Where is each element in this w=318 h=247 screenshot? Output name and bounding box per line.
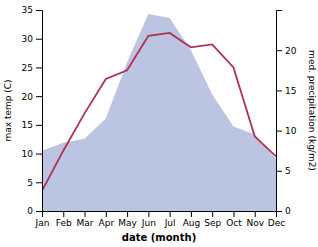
tick-label: Oct <box>226 218 242 228</box>
tick-label: 20 <box>22 92 34 102</box>
tick-label: 20 <box>285 46 297 56</box>
tick: May <box>118 211 137 228</box>
tick-mark <box>63 211 64 217</box>
tick-label: 0 <box>27 206 33 216</box>
tick: 20 <box>22 92 42 102</box>
tick: 15 <box>22 120 42 130</box>
tick-mark <box>276 50 282 51</box>
tick-mark <box>276 171 282 172</box>
tick-mark <box>36 211 42 212</box>
tick-label: 15 <box>285 86 296 96</box>
axis-line <box>277 11 283 212</box>
tick-mark <box>106 211 107 217</box>
tick: Dec <box>268 211 285 228</box>
tick-mark <box>212 211 213 217</box>
tick: 25 <box>22 63 42 73</box>
tick-mark <box>36 67 42 68</box>
tick-label: Jul <box>164 218 176 228</box>
tick: Oct <box>226 211 242 228</box>
tick-mark <box>276 131 282 132</box>
tick-label: 5 <box>27 178 33 188</box>
tick: 30 <box>22 34 42 44</box>
y-axis: 0 5 10 15 20 25 30 35 <box>22 5 43 216</box>
y2-label: med. precipitation (kg/m2) <box>307 50 317 171</box>
tick-mark <box>233 211 234 217</box>
chart: JanFebMarAprMayJunJulAugSepOctNovDec0510… <box>0 0 318 247</box>
tick: Jun <box>141 211 156 228</box>
tick-mark <box>191 211 192 217</box>
tick: 35 <box>22 5 42 15</box>
y-label: max temp (C) <box>3 79 13 141</box>
tick: 10 <box>276 126 297 136</box>
y2-axis: 0 5 10 15 20 <box>276 11 297 217</box>
tick: Sep <box>204 211 221 228</box>
tick-mark <box>170 211 171 217</box>
tick-mark <box>85 211 86 217</box>
tick-label: Dec <box>268 218 285 228</box>
tick-label: Apr <box>99 218 115 228</box>
tick-label: 25 <box>22 63 33 73</box>
tick-mark <box>36 10 42 11</box>
tick: 5 <box>27 178 42 188</box>
tick-label: 10 <box>22 149 34 159</box>
tick: Jan <box>35 211 50 228</box>
tick-mark <box>148 211 149 217</box>
x-label: date (month) <box>122 232 196 243</box>
tick: Mar <box>77 211 94 228</box>
tick: 0 <box>276 206 291 216</box>
tick-mark <box>36 39 42 40</box>
tick-mark <box>127 211 128 217</box>
tick: 0 <box>27 206 42 216</box>
tick-label: 10 <box>285 126 297 136</box>
tick-label: 5 <box>285 166 291 176</box>
tick-label: Aug <box>183 218 201 228</box>
tick-mark <box>276 211 282 212</box>
tick-label: 35 <box>22 5 33 15</box>
tick: Apr <box>99 211 115 228</box>
tick-mark <box>36 182 42 183</box>
tick-label: Jan <box>35 218 50 228</box>
tick-mark <box>36 154 42 155</box>
tick: 5 <box>276 166 291 176</box>
tick-label: May <box>118 218 137 228</box>
tick-mark <box>36 125 42 126</box>
tick-label: Feb <box>56 218 72 228</box>
tick: Nov <box>246 211 264 228</box>
tick: 15 <box>276 86 296 96</box>
tick-label: Jun <box>141 218 156 228</box>
area <box>42 14 276 211</box>
tick: Aug <box>183 211 201 228</box>
tick-label: 0 <box>285 206 291 216</box>
x-axis: Jan Feb Mar AprMay Jun Jul AugSep Oct Nov Dec <box>35 211 286 228</box>
tick-label: Mar <box>77 218 94 228</box>
line <box>42 33 276 191</box>
tick: 20 <box>276 46 297 56</box>
marks <box>42 14 276 211</box>
tick-label: Nov <box>246 218 264 228</box>
tick: 10 <box>22 149 42 159</box>
tick-label: Sep <box>204 218 221 228</box>
tick: Feb <box>56 211 72 228</box>
plot: JanFebMarAprMayJunJulAugSepOctNovDec0510… <box>22 5 297 228</box>
tick-label: 15 <box>22 120 33 130</box>
axis-line <box>43 212 277 218</box>
tick-mark <box>255 211 256 217</box>
axis-line <box>36 11 43 212</box>
tick: Jul <box>164 211 176 228</box>
tick-mark <box>276 90 282 91</box>
tick-label: 30 <box>22 34 34 44</box>
tick-mark <box>36 96 42 97</box>
